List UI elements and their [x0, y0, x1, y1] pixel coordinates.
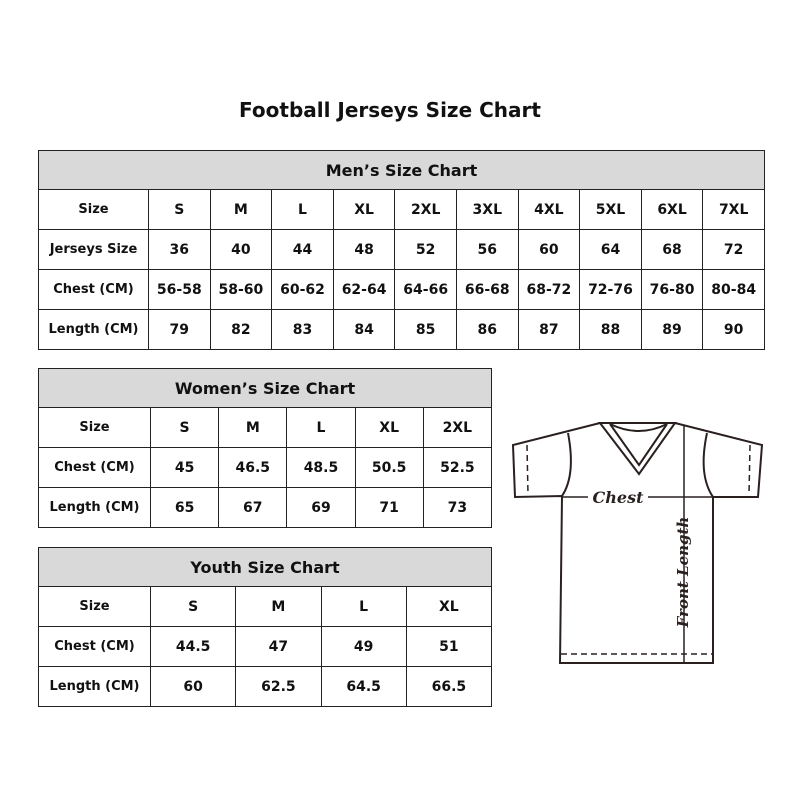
- table-caption: Youth Size Chart: [38, 547, 492, 587]
- table-cell: 68-72: [517, 269, 581, 310]
- table-row: Jerseys Size 36 40 44 48 52 56 60 64 68 72: [38, 229, 765, 270]
- table-cell: S: [149, 407, 220, 448]
- table-cell: 5XL: [579, 189, 642, 230]
- table-cell: 65: [149, 487, 220, 528]
- table-cell: M: [218, 407, 288, 448]
- mens-size-table: Men’s Size Chart Size S M L XL 2XL 3XL 4XL 5XL 6XL…: [38, 150, 765, 350]
- table-cell: 66-68: [455, 269, 519, 310]
- table-cell: 40: [209, 229, 273, 270]
- womens-size-table: Women’s Size Chart Size S M L XL 2XL Chest (CM)…: [38, 368, 493, 528]
- table-cell: 80-84: [702, 269, 765, 310]
- row-label: Chest (CM): [38, 447, 151, 488]
- table-cell: 60: [517, 229, 581, 270]
- v-neck: [597, 422, 677, 476]
- table-cell: 44: [271, 229, 334, 270]
- row-label: Length (CM): [38, 666, 151, 707]
- table-row: Length (CM) 60 62.5 64.5 66.5: [38, 666, 493, 707]
- youth-size-table: Youth Size Chart Size S M L XL Chest (CM) 44.5 4…: [38, 547, 493, 707]
- table-cell: 60-62: [271, 269, 334, 310]
- table-row: Chest (CM) 44.5 47 49 51: [38, 626, 493, 667]
- table-cell: 85: [394, 309, 457, 350]
- table-caption: Men’s Size Chart: [38, 150, 765, 190]
- table-cell: L: [271, 189, 334, 230]
- table-cell: 36: [148, 229, 211, 270]
- table-cell: 60: [149, 666, 237, 707]
- table-cell: M: [209, 189, 273, 230]
- table-cell: 7XL: [702, 189, 765, 230]
- table-cell: M: [235, 586, 322, 627]
- table-cell: 52.5: [422, 447, 493, 488]
- front-length-label: Front Length: [674, 517, 692, 629]
- table-row: Chest (CM) 45 46.5 48.5 50.5 52.5: [38, 447, 493, 488]
- table-cell: 90: [702, 309, 765, 350]
- table-cell: 49: [320, 626, 407, 667]
- row-label: Size: [38, 189, 149, 230]
- table-row: Length (CM) 79 82 83 84 85 86 87 88 89 90: [38, 309, 765, 350]
- chest-label: Chest: [593, 488, 645, 507]
- row-label: Chest (CM): [38, 626, 151, 667]
- table-row: Size S M L XL 2XL 3XL 4XL 5XL 6XL 7XL: [38, 189, 765, 230]
- table-cell: 64-66: [394, 269, 457, 310]
- table-cell: 6XL: [640, 189, 704, 230]
- table-cell: 72-76: [579, 269, 642, 310]
- table-caption: Women’s Size Chart: [38, 368, 492, 408]
- table-cell: 46.5: [218, 447, 288, 488]
- table-row: Length (CM) 65 67 69 71 73: [38, 487, 493, 528]
- table-cell: 62-64: [332, 269, 396, 310]
- row-label: Size: [38, 586, 151, 627]
- row-label: Jerseys Size: [38, 229, 149, 270]
- table-cell: 71: [354, 487, 424, 528]
- table-cell: 48.5: [286, 447, 356, 488]
- table-cell: XL: [332, 189, 396, 230]
- table-cell: 2XL: [394, 189, 457, 230]
- table-cell: 66.5: [405, 666, 493, 707]
- table-cell: 72: [702, 229, 765, 270]
- table-cell: 83: [271, 309, 334, 350]
- table-row: Size S M L XL 2XL: [38, 407, 493, 448]
- table-row: Chest (CM) 56-58 58-60 60-62 62-64 64-66 66-68…: [38, 269, 765, 310]
- table-cell: XL: [354, 407, 424, 448]
- table-cell: 4XL: [517, 189, 581, 230]
- table-cell: 76-80: [640, 269, 704, 310]
- table-cell: 58-60: [209, 269, 273, 310]
- page-title: Football Jerseys Size Chart: [239, 98, 541, 122]
- table-cell: 3XL: [455, 189, 519, 230]
- table-cell: L: [320, 586, 407, 627]
- table-cell: 64: [579, 229, 642, 270]
- table-cell: 62.5: [235, 666, 322, 707]
- table-cell: S: [148, 189, 211, 230]
- row-label: Length (CM): [38, 487, 151, 528]
- table-cell: 56: [455, 229, 519, 270]
- table-cell: 64.5: [320, 666, 407, 707]
- table-cell: S: [149, 586, 237, 627]
- table-cell: 88: [579, 309, 642, 350]
- table-cell: 47: [235, 626, 322, 667]
- table-cell: 2XL: [422, 407, 493, 448]
- row-label: Chest (CM): [38, 269, 149, 310]
- table-row: Size S M L XL: [38, 586, 493, 627]
- table-cell: 86: [455, 309, 519, 350]
- table-cell: 50.5: [354, 447, 424, 488]
- table-cell: 67: [218, 487, 288, 528]
- table-cell: 44.5: [149, 626, 237, 667]
- table-cell: XL: [405, 586, 493, 627]
- table-cell: 51: [405, 626, 493, 667]
- table-cell: 89: [640, 309, 704, 350]
- table-cell: 84: [332, 309, 396, 350]
- table-cell: 56-58: [148, 269, 211, 310]
- jersey-outline: [511, 422, 764, 664]
- table-cell: 82: [209, 309, 273, 350]
- row-label: Length (CM): [38, 309, 149, 350]
- table-cell: 73: [422, 487, 493, 528]
- table-cell: L: [286, 407, 356, 448]
- jersey-diagram: Chest Front Length: [511, 422, 764, 664]
- table-cell: 79: [148, 309, 211, 350]
- row-label: Size: [38, 407, 151, 448]
- table-cell: 68: [640, 229, 704, 270]
- table-cell: 45: [149, 447, 220, 488]
- table-cell: 87: [517, 309, 581, 350]
- table-cell: 48: [332, 229, 396, 270]
- table-cell: 52: [394, 229, 457, 270]
- table-cell: 69: [286, 487, 356, 528]
